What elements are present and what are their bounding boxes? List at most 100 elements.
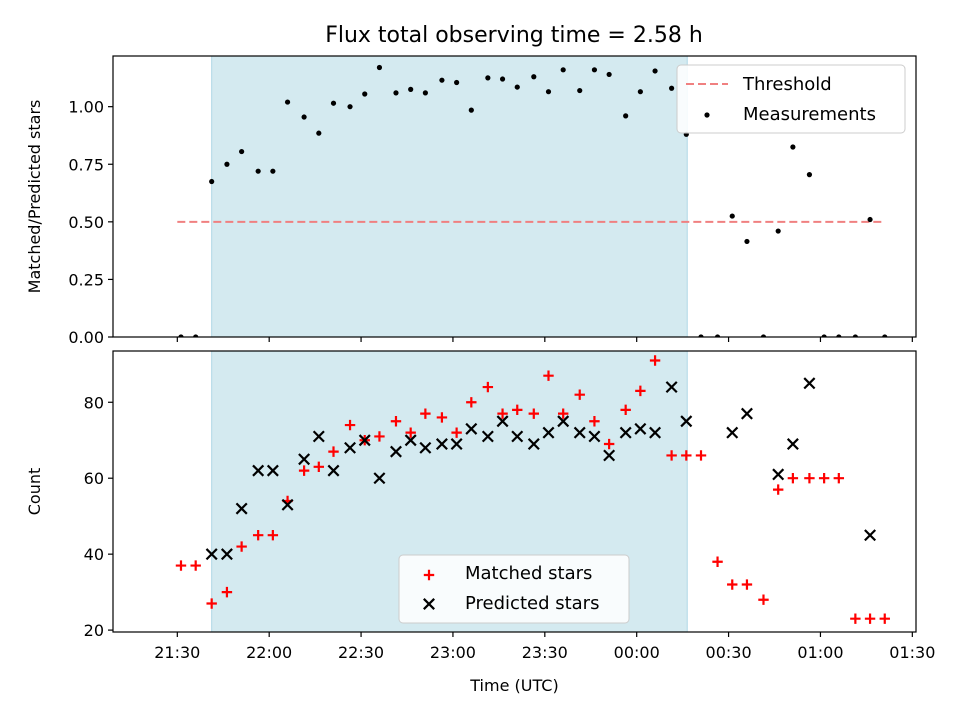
- matched-star-point: [681, 450, 692, 461]
- matched-star-point: [649, 355, 661, 366]
- x-tick-label: 23:00: [430, 643, 476, 662]
- series-markers: [178, 64, 888, 337]
- matched-star-point: [772, 484, 784, 495]
- matched-star-point: [818, 473, 830, 484]
- predicted-star-point: [680, 415, 693, 428]
- y-axis-label: Matched/Predicted stars: [25, 100, 44, 294]
- x-tick-label: 23:30: [522, 643, 568, 662]
- measurement-point: [729, 213, 735, 219]
- matched-star-point: [741, 579, 753, 590]
- predicted-star-point: [864, 529, 877, 542]
- measurement-point: [422, 90, 428, 96]
- x-tick-label: 21:30: [154, 643, 200, 662]
- matched-star-point: [635, 385, 646, 397]
- matched-star-point: [758, 594, 769, 605]
- measurement-point: [284, 99, 291, 105]
- matched-star-point: [589, 416, 600, 427]
- measurement-point: [560, 67, 566, 73]
- predicted-star-point: [772, 468, 785, 481]
- x-tick-label: 01:30: [889, 643, 935, 662]
- matched-star-point: [344, 419, 356, 431]
- measurement-point: [178, 334, 184, 337]
- x-axis-label: Time (UTC): [469, 676, 558, 695]
- measurement-point: [499, 76, 506, 82]
- measurement-point: [316, 130, 322, 136]
- measurement-point: [454, 79, 460, 86]
- measurement-point: [239, 148, 245, 155]
- legend-predicted-swatch: [423, 598, 435, 610]
- legend-label-predicted: Predicted stars: [465, 593, 599, 614]
- measurement-point: [577, 87, 583, 94]
- matched-star-point: [466, 397, 477, 408]
- chart-title: Flux total observing time = 2.58 h: [325, 23, 703, 48]
- x-tick-label: 00:30: [706, 643, 752, 662]
- matched-star-point: [482, 381, 494, 393]
- predicted-star-point: [404, 434, 417, 447]
- predicted-star-point: [327, 464, 340, 477]
- measurement-point: [744, 238, 750, 245]
- observing-window-span: [211, 55, 688, 338]
- matched-star-point: [175, 560, 187, 571]
- matched-star-point: [574, 389, 585, 400]
- legend-label-measurements: Measurements: [743, 104, 876, 125]
- matched-star-point: [864, 613, 876, 624]
- y-tick-label: 80: [84, 393, 104, 412]
- predicted-star-point: [665, 381, 678, 394]
- measurement-point: [270, 168, 276, 174]
- matched-star-point: [436, 412, 448, 423]
- measurement-point: [301, 114, 307, 120]
- predicted-star-point: [786, 438, 799, 451]
- legend-matched-swatch: [423, 569, 435, 581]
- measurement-point: [806, 172, 813, 178]
- matched-star-point: [804, 473, 815, 484]
- legend: Matched stars Predicted stars: [398, 554, 630, 624]
- measurement-point: [606, 71, 612, 78]
- legend: Threshold Measurements: [676, 64, 906, 134]
- y-tick-label: 0.00: [68, 328, 104, 347]
- matched-star-point: [620, 404, 631, 416]
- measurement-point: [591, 67, 598, 73]
- predicted-star-point: [266, 464, 279, 477]
- predicted-star-point: [542, 426, 555, 439]
- measurement-point: [330, 100, 337, 106]
- predicted-star-point: [312, 430, 325, 443]
- matched-star-point: [328, 446, 339, 457]
- measurement-point: [408, 86, 414, 92]
- y-tick-label: 40: [84, 545, 104, 564]
- matched-star-point: [390, 416, 402, 427]
- matched-star-point: [298, 465, 310, 476]
- measurement-point: [790, 144, 796, 150]
- legend-label-threshold: Threshold: [742, 74, 832, 95]
- x-tick-label: 01:00: [797, 643, 843, 662]
- matched-star-point: [252, 529, 264, 541]
- measurement-point: [209, 178, 215, 185]
- measurement-point: [698, 334, 704, 337]
- matched-star-point: [206, 598, 217, 609]
- measurement-point: [224, 161, 230, 167]
- predicted-star-point: [619, 426, 632, 439]
- legend-label-matched: Matched stars: [465, 563, 592, 584]
- measurement-point: [714, 334, 721, 337]
- predicted-star-point: [281, 498, 294, 511]
- bottom-panel: 20 40 60 80 21:30 22:00 22:30 23:00 23:30 00:00 00…: [25, 350, 935, 695]
- predicted-star-point: [450, 438, 463, 451]
- predicted-star-point: [344, 441, 357, 454]
- matched-star-point: [833, 473, 845, 484]
- measurement-point: [623, 113, 629, 119]
- x-tick-label: 22:00: [246, 643, 292, 662]
- y-tick-label: 20: [84, 621, 104, 640]
- y-tick-label: 0.25: [68, 270, 104, 289]
- axes-frame: [112, 55, 917, 338]
- y-tick-label: 0.50: [68, 213, 104, 232]
- series-markers: [175, 355, 890, 624]
- measurement-point: [362, 91, 368, 97]
- predicted-star-point: [252, 464, 265, 477]
- legend-frame: [676, 64, 906, 134]
- predicted-star-point: [419, 441, 432, 454]
- measurement-point: [852, 334, 858, 337]
- axes-frame: [112, 350, 917, 633]
- matched-star-point: [695, 450, 707, 461]
- predicted-star-point: [726, 426, 739, 439]
- measurement-point: [193, 334, 199, 337]
- predicted-star-point: [465, 422, 478, 435]
